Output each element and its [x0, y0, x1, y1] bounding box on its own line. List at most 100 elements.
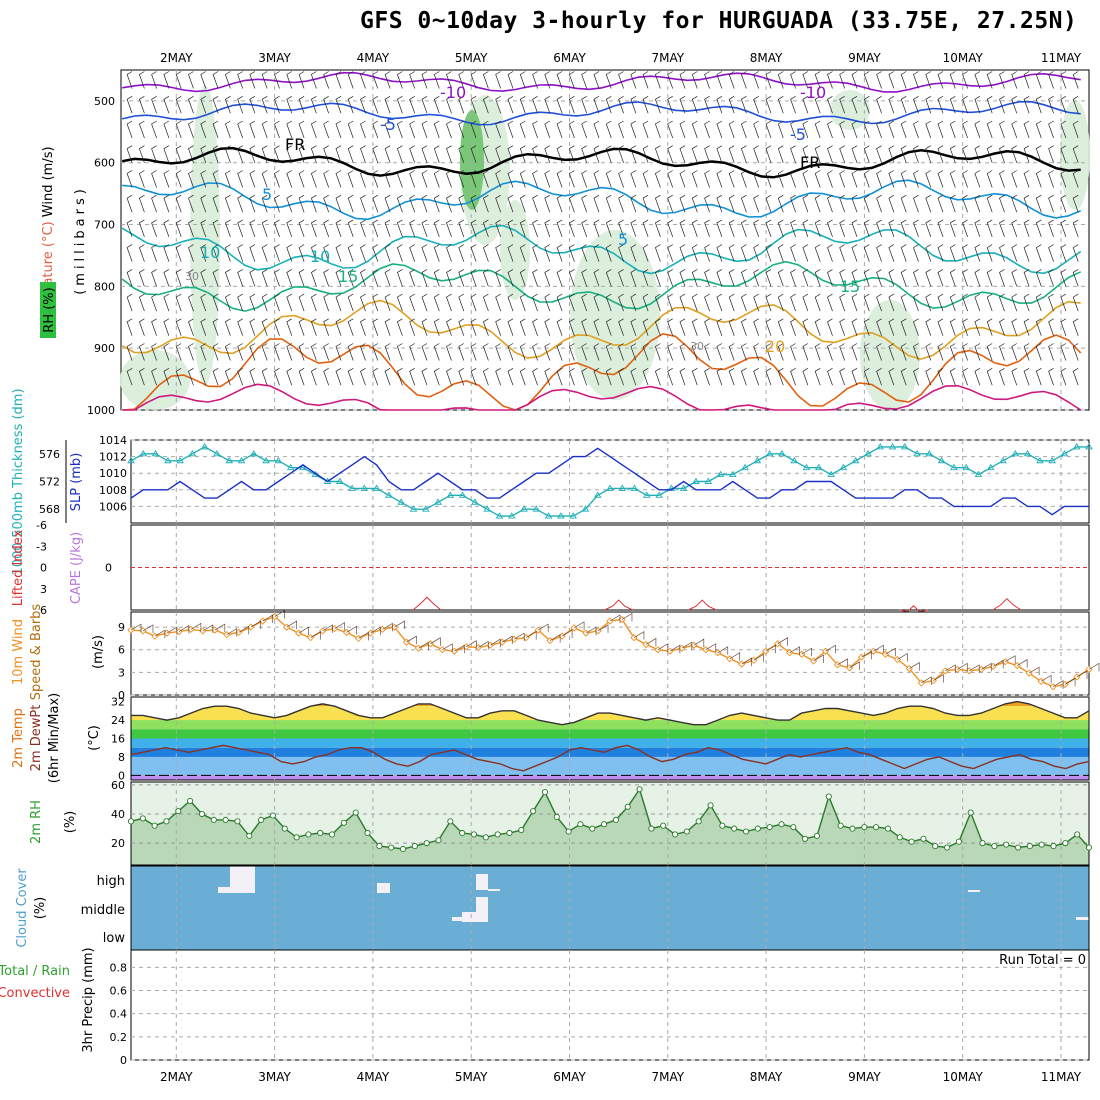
wind-barb [237, 293, 244, 312]
wind-barb [249, 269, 256, 287]
wind-barb [175, 343, 182, 361]
wind-barb [814, 120, 821, 139]
wind-barb [753, 269, 760, 287]
wind-barb [962, 95, 968, 114]
wind-barb [740, 71, 747, 89]
wind-barb [740, 219, 747, 238]
wind-barb [790, 293, 796, 312]
wind-barb [1011, 170, 1018, 188]
wind-barb [347, 120, 354, 139]
wind-barb [999, 343, 1005, 361]
rh2m-point [979, 840, 986, 847]
rh2m-point [139, 815, 146, 822]
isotherm-20 [121, 299, 1081, 360]
wind-barb [544, 367, 551, 386]
wind-barb [372, 318, 379, 336]
wind-barb [802, 343, 809, 361]
rh2m-point [944, 844, 951, 851]
wind-barb [188, 219, 194, 238]
wind-barb [1072, 293, 1079, 312]
wind-barb [495, 71, 502, 89]
wind-barb [630, 194, 637, 213]
wind-barb [974, 244, 981, 262]
wind-barb [642, 367, 649, 386]
wind-barb [654, 293, 661, 312]
wind-barb [409, 194, 416, 213]
wind-barb [384, 170, 391, 188]
rh2m-point [411, 843, 418, 850]
wind-barb [384, 145, 391, 163]
wind-barb [372, 71, 379, 89]
wind-barb [335, 120, 342, 139]
wind-barb [310, 219, 317, 238]
wind-barb [753, 170, 760, 188]
wind-barb [593, 120, 600, 139]
wind-barb [261, 194, 268, 213]
wind-barb [286, 120, 293, 139]
thickness-point [1023, 449, 1032, 457]
wind-barb [138, 219, 145, 238]
wind-barb [962, 219, 968, 238]
wind-barb [360, 120, 366, 139]
wind-barb [138, 293, 145, 312]
thickness-ylabel: 1000-500mb Thickness (dm) [11, 388, 26, 575]
wind-barb [507, 269, 514, 287]
rh-ylabel: RH (%) [40, 282, 57, 338]
wind-barb [814, 318, 821, 336]
wind-barb [1048, 71, 1054, 89]
wind-barb [630, 343, 637, 361]
wind-barb [396, 170, 403, 188]
temp2m-ylabel3-text: (6hr Min/Max) [47, 693, 62, 783]
thickness-point [618, 484, 627, 491]
wind10-barb [334, 622, 345, 631]
wind-barb [740, 367, 747, 386]
wind-barb [470, 120, 477, 139]
precip-ytick: 0.8 [110, 961, 128, 974]
wind-barb [876, 367, 882, 386]
wind-barb [667, 343, 674, 361]
wind-barb [740, 293, 747, 312]
thickness-ytick: 568 [39, 503, 60, 516]
wind-barb [532, 367, 538, 386]
thickness-point [250, 449, 258, 457]
wind-barb [728, 95, 735, 114]
wind-barb [286, 318, 293, 336]
thickness-point [471, 498, 479, 505]
wind-barb [507, 95, 514, 114]
wind-barb [790, 244, 796, 262]
wind-barb [765, 343, 772, 361]
wind-barb [175, 194, 182, 213]
date-label-top: 9MAY [848, 51, 881, 65]
date-label-bottom: 6MAY [553, 1070, 586, 1084]
wind-barb [298, 71, 305, 89]
wind-barb [274, 170, 280, 188]
wind10-yunit: (m/s) [91, 635, 106, 669]
wind-barb [298, 367, 305, 386]
wind-barb [532, 343, 538, 361]
wind-barb [974, 343, 981, 361]
wind10-barb [645, 637, 657, 647]
wind-barb [876, 120, 882, 139]
wind-barb [163, 194, 170, 213]
rh2m-point [861, 824, 868, 831]
wind-barb [532, 145, 538, 163]
wind-barb [274, 219, 280, 238]
wind-barb [851, 219, 858, 238]
slp-ylabel: SLP (mb) [69, 453, 84, 512]
wind-barb [925, 219, 932, 238]
wind-barb [581, 318, 588, 336]
wind-barb [200, 293, 207, 312]
wind-barb [962, 170, 968, 188]
wind-barb [1035, 219, 1042, 238]
isotherm-15 [121, 260, 1082, 312]
wind-barb [691, 318, 698, 336]
wind-barb [667, 244, 674, 262]
wind-barb [396, 95, 403, 114]
precip-ylabel-text: 3hr Precip (mm) [81, 947, 96, 1052]
wind-barb [433, 219, 440, 238]
rh-shade [860, 300, 920, 410]
wind-barb [446, 367, 452, 386]
wind-barb [679, 293, 686, 312]
wind-barb [237, 120, 244, 139]
rh2m-point [470, 831, 478, 838]
